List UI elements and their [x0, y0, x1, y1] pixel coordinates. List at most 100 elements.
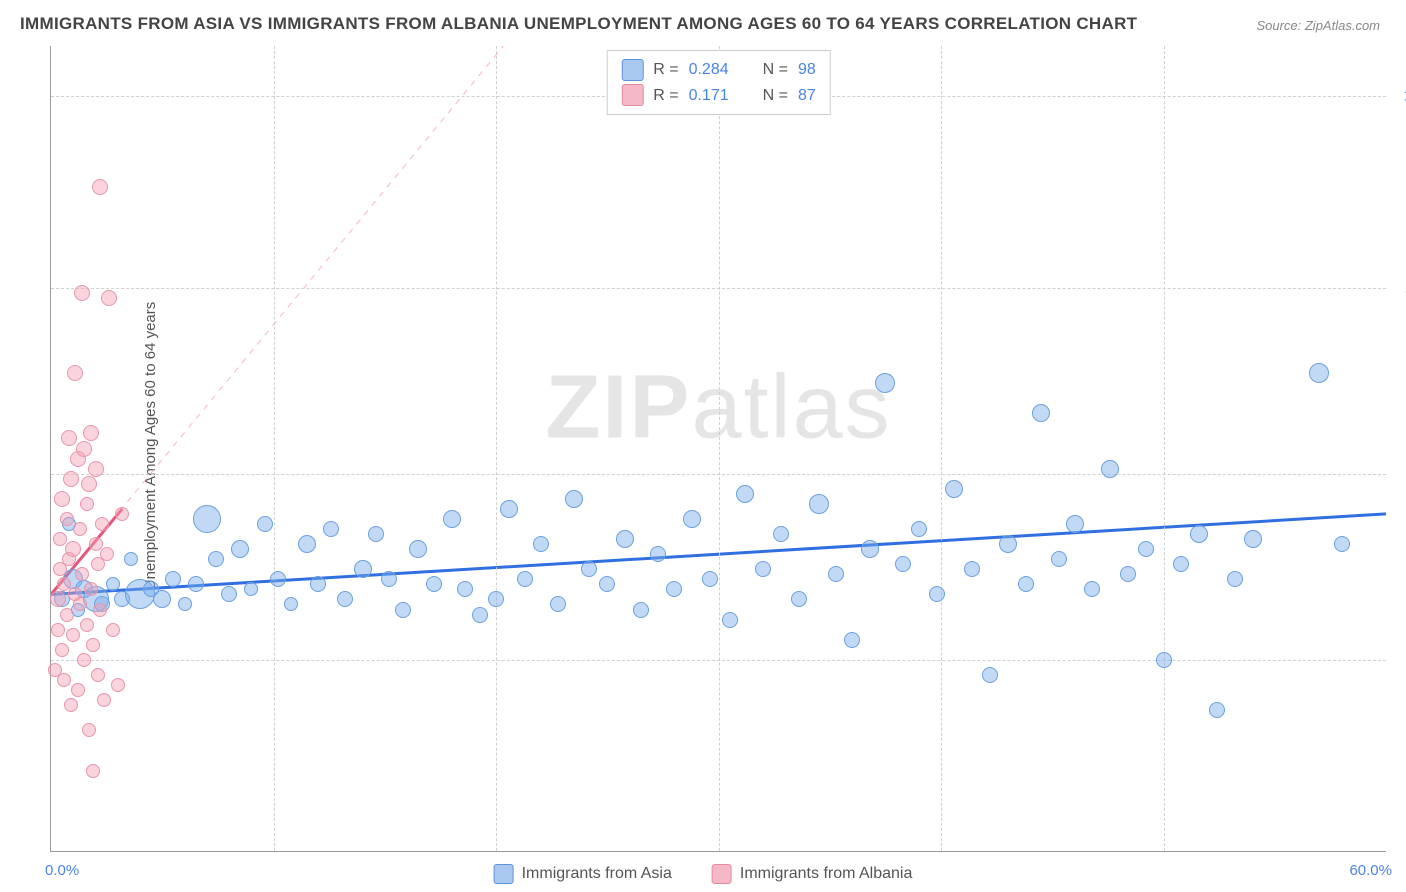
data-point [895, 556, 911, 572]
series-legend: Immigrants from Asia Immigrants from Alb… [494, 864, 913, 884]
data-point [722, 612, 738, 628]
data-point [500, 500, 518, 518]
data-point [67, 365, 83, 381]
data-point [231, 540, 249, 558]
data-point [101, 290, 117, 306]
legend-item-asia: Immigrants from Asia [494, 864, 672, 884]
data-point [828, 566, 844, 582]
data-point [517, 571, 533, 587]
legend-row-albania: R = 0.171 N = 87 [621, 83, 816, 109]
data-point [83, 425, 99, 441]
data-point [533, 536, 549, 552]
data-point [61, 430, 77, 446]
data-point [310, 576, 326, 592]
data-point [861, 540, 879, 558]
n-label: N = [763, 57, 788, 83]
data-point [82, 723, 96, 737]
data-point [51, 623, 65, 637]
legend-label: Immigrants from Asia [522, 865, 672, 883]
data-point [550, 596, 566, 612]
data-point [565, 490, 583, 508]
legend-row-asia: R = 0.284 N = 98 [621, 57, 816, 83]
data-point [84, 582, 98, 596]
data-point [71, 683, 85, 697]
data-point [1190, 525, 1208, 543]
swatch-albania [621, 84, 643, 106]
correlation-legend: R = 0.284 N = 98 R = 0.171 N = 87 [606, 50, 831, 115]
data-point [773, 526, 789, 542]
data-point [1309, 363, 1329, 383]
swatch-asia [494, 864, 514, 884]
legend-label: Immigrants from Albania [740, 865, 913, 883]
data-point [395, 602, 411, 618]
r-value: 0.284 [689, 57, 729, 83]
data-point [702, 571, 718, 587]
data-point [80, 618, 94, 632]
n-value: 87 [798, 83, 816, 109]
data-point [633, 602, 649, 618]
data-point [1209, 702, 1225, 718]
data-point [270, 571, 286, 587]
data-point [755, 561, 771, 577]
data-point [911, 521, 927, 537]
data-point [244, 582, 258, 596]
data-point [1120, 566, 1136, 582]
chart-title: IMMIGRANTS FROM ASIA VS IMMIGRANTS FROM … [20, 14, 1137, 34]
data-point [188, 576, 204, 592]
data-point [736, 485, 754, 503]
data-point [581, 561, 597, 577]
data-point [809, 494, 829, 514]
data-point [472, 607, 488, 623]
data-point [1018, 576, 1034, 592]
data-point [964, 561, 980, 577]
data-point [76, 441, 92, 457]
data-point [443, 510, 461, 528]
r-label: R = [653, 83, 678, 109]
data-point [165, 571, 181, 587]
data-point [1138, 541, 1154, 557]
data-point [875, 373, 895, 393]
data-point [153, 590, 171, 608]
data-point [53, 532, 67, 546]
data-point [193, 505, 221, 533]
gridline-v [274, 46, 275, 851]
data-point [221, 586, 237, 602]
data-point [354, 560, 372, 578]
data-point [73, 522, 87, 536]
data-point [599, 576, 615, 592]
data-point [929, 586, 945, 602]
swatch-asia [621, 59, 643, 81]
n-label: N = [763, 83, 788, 109]
data-point [1066, 515, 1084, 533]
data-point [73, 597, 87, 611]
data-point [63, 471, 79, 487]
data-point [75, 567, 89, 581]
data-point [1244, 530, 1262, 548]
data-point [124, 552, 138, 566]
data-point [650, 546, 666, 562]
data-point [426, 576, 442, 592]
data-point [106, 623, 120, 637]
gridline-v [1164, 46, 1165, 851]
data-point [92, 179, 108, 195]
data-point [64, 698, 78, 712]
gridline-v [719, 46, 720, 851]
data-point [97, 693, 111, 707]
data-point [50, 591, 66, 607]
data-point [178, 597, 192, 611]
data-point [1032, 404, 1050, 422]
n-value: 98 [798, 57, 816, 83]
data-point [81, 476, 97, 492]
x-tick-label-min: 0.0% [45, 862, 79, 879]
data-point [111, 678, 125, 692]
data-point [368, 526, 384, 542]
data-point [60, 608, 74, 622]
data-point [616, 530, 634, 548]
data-point [115, 507, 129, 521]
swatch-albania [712, 864, 732, 884]
data-point [298, 535, 316, 553]
data-point [54, 491, 70, 507]
data-point [488, 591, 504, 607]
data-point [999, 535, 1017, 553]
data-point [381, 571, 397, 587]
